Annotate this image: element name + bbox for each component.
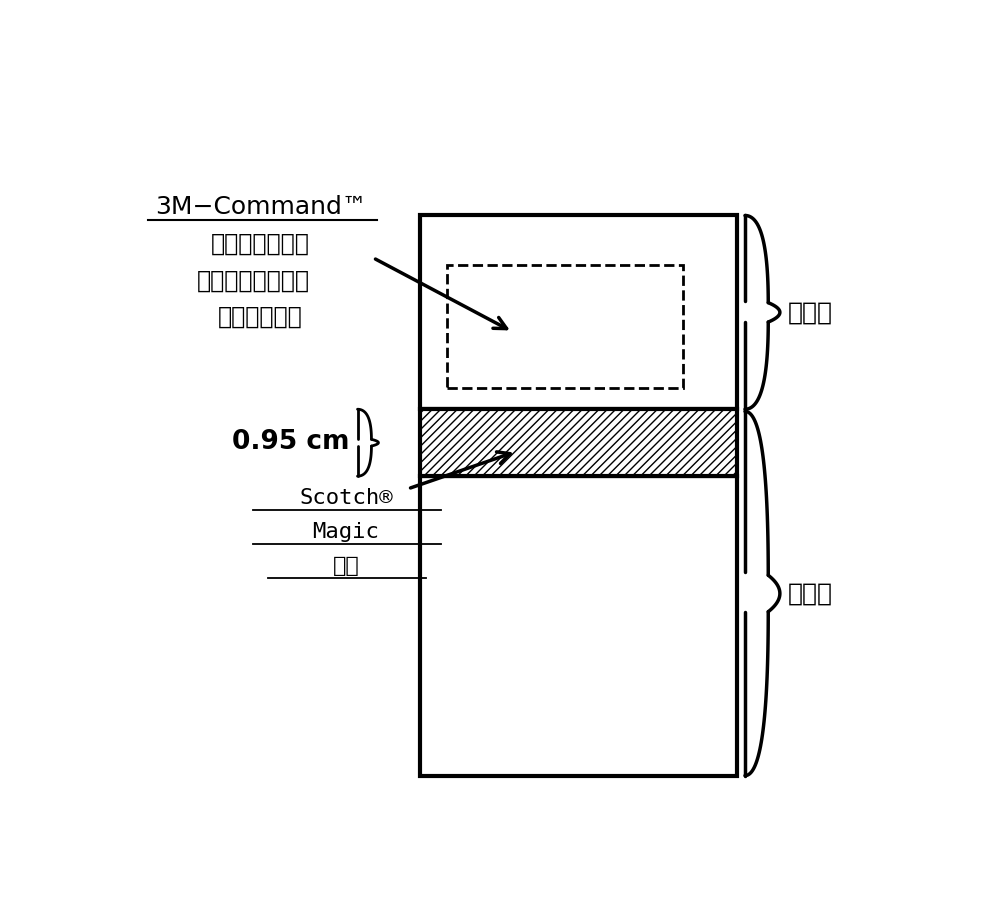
- Text: 条的一半部分：: 条的一半部分：: [211, 231, 310, 255]
- Bar: [447, 264, 683, 388]
- Text: 放置在油漆薄片的: 放置在油漆薄片的: [196, 268, 309, 292]
- Text: Scotch®: Scotch®: [299, 488, 393, 508]
- Text: 3M−Command™: 3M−Command™: [155, 195, 367, 219]
- Bar: [420, 476, 737, 776]
- Text: 胶带: 胶带: [332, 555, 359, 576]
- Bar: [420, 409, 737, 476]
- Bar: [420, 216, 737, 409]
- Text: 未涂漆一面。: 未涂漆一面。: [218, 305, 303, 328]
- Text: 油漆膜: 油漆膜: [788, 582, 833, 606]
- Text: 0.95 cm: 0.95 cm: [232, 429, 350, 456]
- Text: Magic: Magic: [312, 522, 379, 542]
- Text: 裸金属: 裸金属: [788, 301, 833, 325]
